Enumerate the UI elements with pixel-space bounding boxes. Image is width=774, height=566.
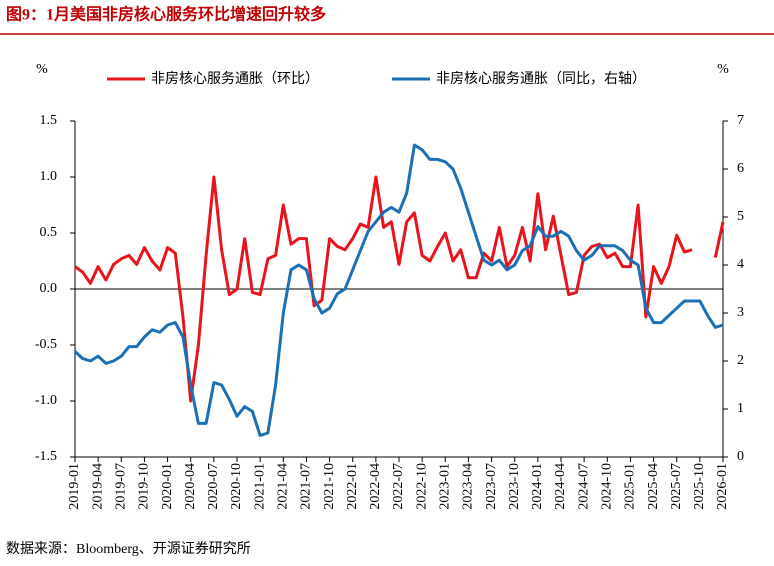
series-line	[73, 143, 724, 437]
source-note: 数据来源：Bloomberg、开源证券研究所	[6, 541, 251, 557]
x-tick-label: 2025-04	[646, 463, 661, 510]
x-tick-label: 2020-04	[183, 463, 198, 510]
x-tick-label: 2022-01	[345, 463, 360, 510]
legend-label: 非房核心服务通胀（环比）	[151, 71, 319, 87]
x-tick-label: 2024-07	[576, 463, 591, 510]
x-tick-label: 2025-10	[692, 463, 707, 510]
x-tick-label: 2019-07	[114, 463, 129, 510]
x-tick-label: 2023-04	[461, 463, 476, 510]
x-tick-label: 2021-01	[252, 463, 267, 510]
x-tick-label: 2019-04	[90, 463, 105, 510]
series-line	[74, 175, 725, 403]
y-tick-label: -0.5	[35, 337, 57, 352]
x-tick-label: 2021-04	[276, 463, 291, 510]
y-axis-unit: %	[36, 62, 48, 77]
y2-tick-label: 7	[737, 113, 744, 128]
x-tick-label: 2025-07	[669, 463, 684, 510]
y-tick-label: 0.5	[40, 225, 58, 240]
y-tick-label: 1.5	[40, 113, 58, 128]
x-tick-label: 2024-01	[530, 463, 545, 510]
x-tick-label: 2022-04	[368, 463, 383, 510]
x-tick-label: 2025-01	[623, 463, 638, 510]
x-tick-label: 2023-01	[438, 463, 453, 510]
y2-tick-label: 1	[737, 401, 744, 416]
y2-tick-label: 3	[737, 305, 744, 320]
x-tick-label: 2022-07	[391, 463, 406, 510]
x-tick-label: 2019-01	[67, 463, 82, 510]
x-tick-label: 2020-10	[229, 463, 244, 510]
x-tick-label: 2021-07	[299, 463, 314, 510]
y2-tick-label: 6	[737, 161, 744, 176]
x-tick-label: 2019-10	[137, 463, 152, 510]
x-tick-label: 2024-10	[600, 463, 615, 510]
y-tick-label: 1.0	[40, 169, 58, 184]
x-tick-label: 2024-04	[553, 463, 568, 510]
legend-label: 非房核心服务通胀（同比，右轴）	[436, 71, 646, 87]
y2-tick-label: 2	[737, 353, 744, 368]
x-tick-label: 2020-01	[160, 463, 175, 510]
y2-tick-label: 0	[737, 449, 744, 464]
x-tick-label: 2023-10	[507, 463, 522, 510]
x-tick-label: 2023-07	[484, 463, 499, 510]
y2-axis-unit: %	[717, 62, 729, 77]
y2-tick-label: 4	[737, 257, 744, 272]
x-tick-label: 2021-10	[322, 463, 337, 510]
y2-tick-label: 5	[737, 209, 744, 224]
x-tick-label: 2026-01	[715, 463, 730, 510]
x-tick-label: 2020-07	[206, 463, 221, 510]
y-tick-label: 0.0	[40, 281, 58, 296]
y-tick-label: -1.0	[35, 393, 57, 408]
chart-title: 图9：1月美国非房核心服务环比增速回升较多	[6, 5, 326, 24]
y-tick-label: -1.5	[35, 449, 57, 464]
x-tick-label: 2022-10	[414, 463, 429, 510]
